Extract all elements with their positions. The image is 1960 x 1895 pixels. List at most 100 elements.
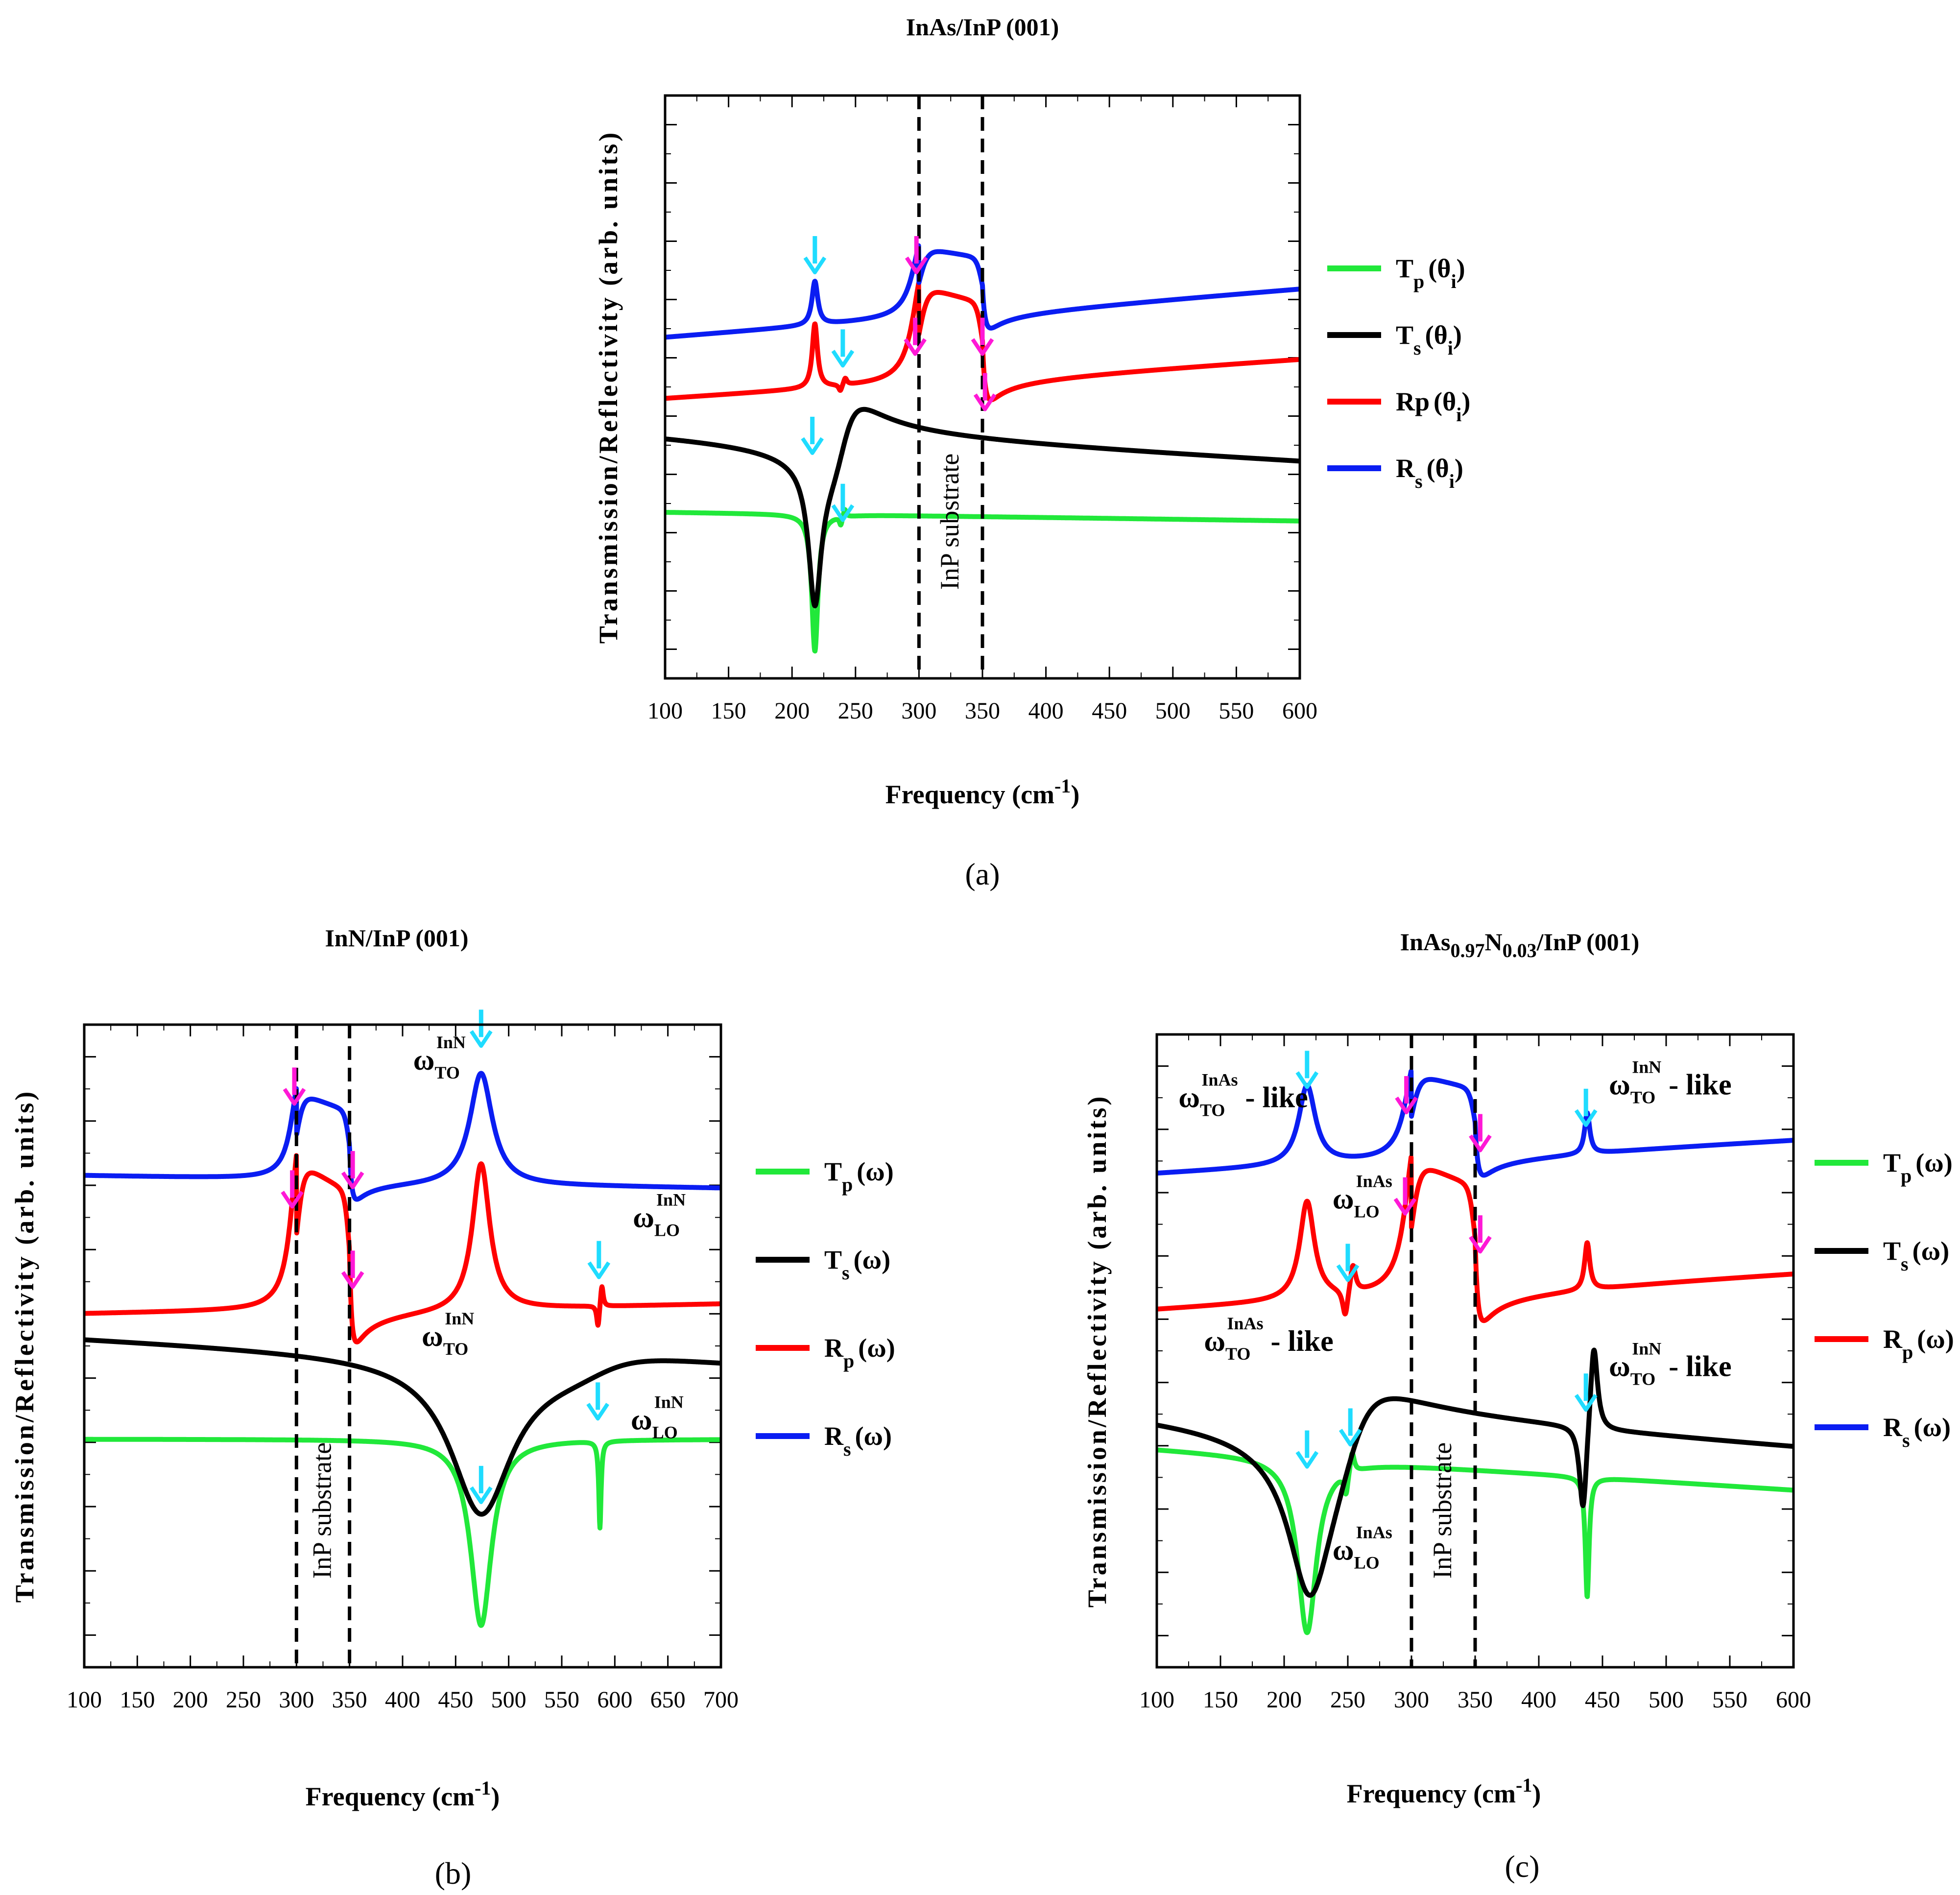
substrate-label: InP substrate <box>308 1442 337 1579</box>
x-tick-label: 300 <box>901 698 936 724</box>
legend-close: ) <box>1461 387 1470 416</box>
mode-arrow-marker <box>905 236 928 274</box>
annotation-symbol: ω <box>1178 1081 1200 1114</box>
x-tick-label: 250 <box>838 698 873 724</box>
legend-label: Tp (θi) <box>1396 254 1465 292</box>
mode-arrow-marker <box>904 317 927 356</box>
panel-b: InN/InP (001) 100 150 200 250 300 350 400 450 500… <box>10 924 895 1891</box>
mode-arrow-marker <box>971 317 994 356</box>
panel-caption: (a) <box>965 857 1000 891</box>
annotation-symbol: ω <box>631 1404 652 1436</box>
mode-arrow-marker-head <box>1574 1394 1598 1412</box>
title-mid: N <box>1484 928 1502 956</box>
legend-entry: Rp (ω) <box>1815 1324 1954 1363</box>
legend-entry: Tp (θi) <box>1327 254 1465 292</box>
mode-arrow-marker-head <box>587 1261 611 1279</box>
x-tick-label: 400 <box>1521 1687 1556 1713</box>
panel-c: InAs0.97N0.03/InP (001)100 150 200 250 300 35… <box>1082 928 1954 1884</box>
mode-arrow-marker <box>1574 1373 1598 1412</box>
x-axis-label-sup: -1 <box>1054 775 1071 797</box>
legend-argument: (ω <box>855 1421 883 1451</box>
x-axis-label: Frequency (cm-1) <box>1347 1774 1541 1808</box>
x-tick-label: 250 <box>1330 1687 1365 1713</box>
legend-entry: Rp (ω) <box>756 1333 895 1372</box>
panel-a: InAs/InP (001) 100 150 200 250 300 350 400 450 50… <box>594 13 1470 891</box>
x-tick-label: 450 <box>1092 698 1127 724</box>
annotation-subscript: TO <box>443 1339 468 1359</box>
x-axis-label-close: ) <box>1532 1779 1541 1808</box>
legend-entry: Ts (θi) <box>1327 320 1462 359</box>
legend-argument: (ω <box>1912 1236 1940 1266</box>
x-tick-label: 250 <box>226 1687 261 1713</box>
mode-arrow-marker-head <box>470 1486 493 1504</box>
mode-arrow-marker <box>1339 1408 1362 1447</box>
annotation-subscript: LO <box>1354 1201 1380 1221</box>
x-tick-label: 300 <box>1394 1687 1429 1713</box>
legend-subscript: p <box>1413 270 1424 292</box>
annotation-subscript: LO <box>1354 1553 1380 1572</box>
x-tick-label: 550 <box>1219 698 1254 724</box>
legend-argument: (θ <box>1425 320 1448 350</box>
legend-subscript: s <box>1413 337 1421 359</box>
annotation-subscript: TO <box>1225 1344 1250 1364</box>
mode-arrow-marker-head <box>341 1271 364 1289</box>
legend-name: R <box>1883 1324 1903 1354</box>
legend-argument: (ω <box>1917 1324 1945 1354</box>
y-axis-label: Transmission/Reflectivity (arb. units) <box>594 130 623 644</box>
legend-close: ) <box>1453 320 1462 350</box>
series-line-1 <box>82 1337 723 1517</box>
mode-arrow-marker-head <box>831 350 855 368</box>
mode-arrow-marker-head <box>905 256 928 274</box>
legend-label: Rp (ω) <box>1883 1324 1954 1363</box>
legend-close: ) <box>1944 1148 1953 1177</box>
legend-entry: Tp (ω) <box>756 1157 894 1196</box>
legend-subscript: s <box>1901 1253 1909 1275</box>
plot-frame <box>1155 1033 1795 1669</box>
legend-argument: (θ <box>1427 454 1449 483</box>
title-tail: /InP (001) <box>1536 928 1640 956</box>
x-tick-label: 350 <box>332 1687 367 1713</box>
x-tick-label: 300 <box>279 1687 314 1713</box>
mode-arrow-marker <box>803 236 827 274</box>
legend-entry: Rs (θi) <box>1327 454 1463 492</box>
legend-arg-subscript: i <box>1456 404 1461 426</box>
legend-subscript: p <box>842 1174 853 1196</box>
legend-name: R <box>824 1333 844 1363</box>
mode-arrow-marker <box>1295 1051 1319 1089</box>
series-line-0 <box>82 1437 723 1628</box>
legend-label: Rs (ω) <box>824 1421 892 1460</box>
x-tick-label: 700 <box>703 1687 739 1713</box>
legend-name: T <box>1883 1236 1901 1266</box>
y-axis-label: Transmission/Reflectivity (arb. units) <box>1082 1094 1112 1607</box>
legend-subscript: s <box>843 1438 851 1460</box>
legend-close: ) <box>1945 1324 1954 1354</box>
mode-arrow-marker <box>470 1009 493 1048</box>
legend-close: ) <box>1457 254 1465 283</box>
mode-arrow-marker-head <box>470 1030 493 1048</box>
x-tick-label: 350 <box>965 698 1000 724</box>
mode-arrow-marker <box>281 1170 304 1209</box>
legend-arg-subscript: i <box>1449 470 1455 492</box>
legend-label: Tp (ω) <box>1883 1148 1953 1187</box>
annotation-tail: - like <box>1661 1350 1731 1383</box>
legend-label: Tp (ω) <box>824 1157 894 1196</box>
annotation-superscript: InN <box>656 1190 686 1209</box>
x-tick-label: 400 <box>1028 698 1064 724</box>
legend-arg-subscript: i <box>1448 337 1453 359</box>
panel-title-text: InN/InP (001) <box>325 924 468 952</box>
mode-arrow-marker <box>1295 1430 1319 1469</box>
annotation-subscript: LO <box>654 1220 680 1240</box>
legend-argument: (θ <box>1434 387 1456 416</box>
legend-name: R <box>1883 1413 1903 1442</box>
mode-arrow-marker-head <box>971 338 994 356</box>
mode-arrow-marker-head <box>801 437 824 455</box>
mode-arrow-marker <box>587 1241 611 1279</box>
annotation-subscript: TO <box>1200 1101 1225 1120</box>
annotation-tail: - like <box>1661 1069 1731 1101</box>
annotation-superscript: InN <box>445 1309 474 1328</box>
substrate-label: InP substrate <box>1428 1442 1457 1579</box>
mode-arrow-marker <box>831 483 855 522</box>
substrate-label: InP substrate <box>935 454 964 590</box>
annotation-tail: - like <box>1263 1325 1333 1357</box>
